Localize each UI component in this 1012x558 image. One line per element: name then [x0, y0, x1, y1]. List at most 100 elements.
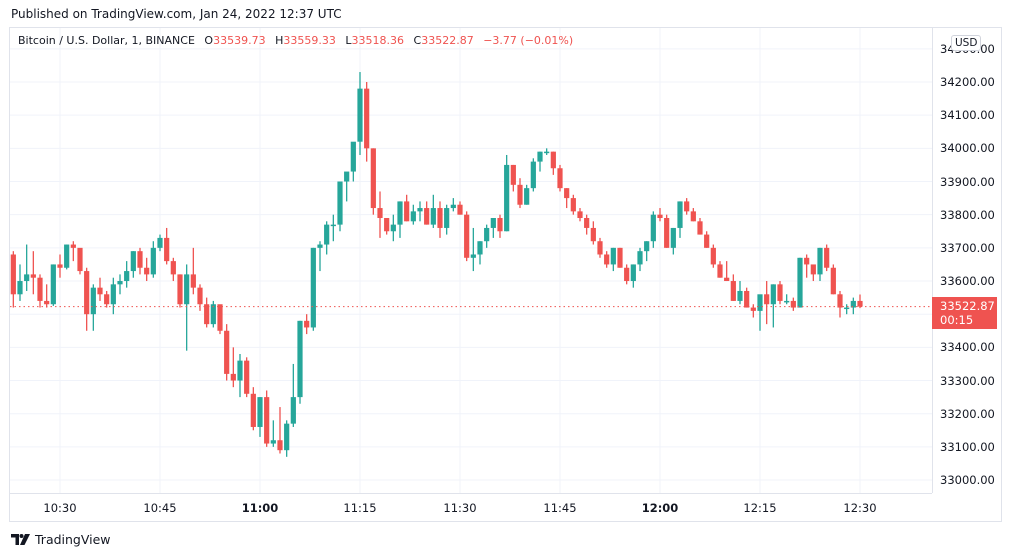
candle-body	[677, 201, 683, 228]
candle-body	[844, 307, 850, 310]
candle-body	[750, 307, 756, 311]
candle-body	[810, 264, 816, 275]
candle-body	[404, 201, 410, 222]
candle-body	[830, 267, 836, 295]
candle-body	[357, 88, 363, 142]
candle-body	[424, 208, 430, 225]
candle-body	[397, 201, 403, 225]
candle-body	[17, 281, 23, 295]
price-tick-label: 33700.00	[940, 240, 995, 255]
candle-body	[604, 254, 610, 265]
last-price-value: 33522.87	[940, 299, 995, 313]
high-value: 33559.33	[283, 34, 336, 47]
price-tick-label: 33400.00	[940, 340, 995, 355]
symbol-description[interactable]: Bitcoin / U.S. Dollar, 1, BINANCE	[18, 34, 195, 47]
candle-body	[97, 287, 103, 295]
open-key: O	[204, 34, 214, 47]
candle-body	[690, 211, 696, 222]
candle-body	[597, 241, 603, 255]
candle-body	[10, 254, 16, 295]
candle-body	[304, 320, 310, 328]
candle-body	[157, 237, 163, 248]
candle-body	[177, 274, 183, 305]
candle-body	[790, 300, 796, 308]
time-tick-label: 10:45	[143, 501, 177, 515]
tradingview-logo-icon	[11, 534, 30, 545]
candle-body	[730, 281, 736, 301]
candlestick-plot[interactable]	[10, 28, 932, 493]
low-key: L	[345, 34, 352, 47]
candle-body	[150, 247, 156, 275]
price-tick-label: 33000.00	[940, 473, 995, 488]
candle-body	[164, 237, 170, 262]
candle-body	[437, 208, 443, 228]
time-tick-label: 11:45	[543, 501, 577, 515]
time-axis[interactable]	[10, 493, 932, 522]
candle-body	[697, 221, 703, 235]
price-tick-label: 33600.00	[940, 274, 995, 289]
candle-body	[477, 241, 483, 255]
candle-body	[317, 244, 323, 248]
candle-body	[390, 224, 396, 232]
candle-body	[610, 247, 616, 265]
currency-badge[interactable]: USD	[951, 35, 982, 51]
candle-body	[764, 294, 770, 305]
price-tick-label: 33900.00	[940, 174, 995, 189]
tradingview-brand[interactable]: TradingView	[11, 532, 111, 547]
change-value: −3.77 (−0.01%)	[483, 34, 574, 47]
chart-frame	[9, 27, 1002, 522]
price-tick-label: 34000.00	[940, 141, 995, 156]
candle-body	[197, 287, 203, 305]
price-tick-label: 34100.00	[940, 108, 995, 123]
candle-body	[550, 151, 556, 169]
candle-body	[450, 204, 456, 209]
candle-body	[104, 294, 110, 305]
candle-body	[44, 300, 50, 305]
candle-body	[417, 208, 423, 212]
candle-body	[724, 277, 730, 282]
price-tick-label: 33100.00	[940, 439, 995, 454]
candle-body	[670, 227, 676, 248]
candle-body	[470, 254, 476, 258]
candle-body	[77, 247, 83, 272]
candle-body	[737, 290, 743, 301]
candle-body	[64, 244, 70, 268]
candle-body	[310, 247, 316, 328]
candle-body	[557, 168, 563, 189]
candle-body	[237, 360, 243, 381]
candle-body	[364, 88, 370, 149]
candle-body	[370, 148, 376, 209]
candle-body	[284, 423, 290, 451]
candle-body	[657, 214, 663, 218]
candle-body	[110, 284, 116, 305]
bar-countdown: 00:15	[940, 313, 974, 327]
candle-body	[564, 188, 570, 199]
candle-body	[490, 217, 496, 228]
candle-body	[144, 267, 150, 275]
candle-body	[257, 397, 263, 427]
brand-name: TradingView	[35, 532, 111, 547]
candle-body	[544, 151, 550, 154]
price-axis[interactable]	[932, 28, 1002, 493]
last-price-badge: 33522.87 00:15	[932, 297, 997, 329]
candle-body	[70, 244, 76, 248]
price-tick-label: 33800.00	[940, 207, 995, 222]
close-key: C	[413, 34, 422, 47]
high-key: H	[275, 34, 284, 47]
candle-body	[244, 360, 250, 394]
candle-body	[590, 227, 596, 242]
candle-body	[324, 224, 330, 245]
candle-body	[484, 227, 490, 242]
candle-body	[464, 214, 470, 258]
candle-body	[617, 247, 623, 268]
candle-body	[90, 287, 96, 315]
candle-body	[510, 164, 516, 185]
candle-body	[250, 393, 256, 427]
candle-body	[137, 251, 143, 268]
candle-body	[837, 294, 843, 308]
time-tick-label: 12:00	[641, 501, 679, 515]
candle-body	[850, 300, 856, 308]
candle-body	[570, 198, 576, 212]
candle-body	[344, 171, 350, 182]
candle-body	[210, 304, 216, 325]
